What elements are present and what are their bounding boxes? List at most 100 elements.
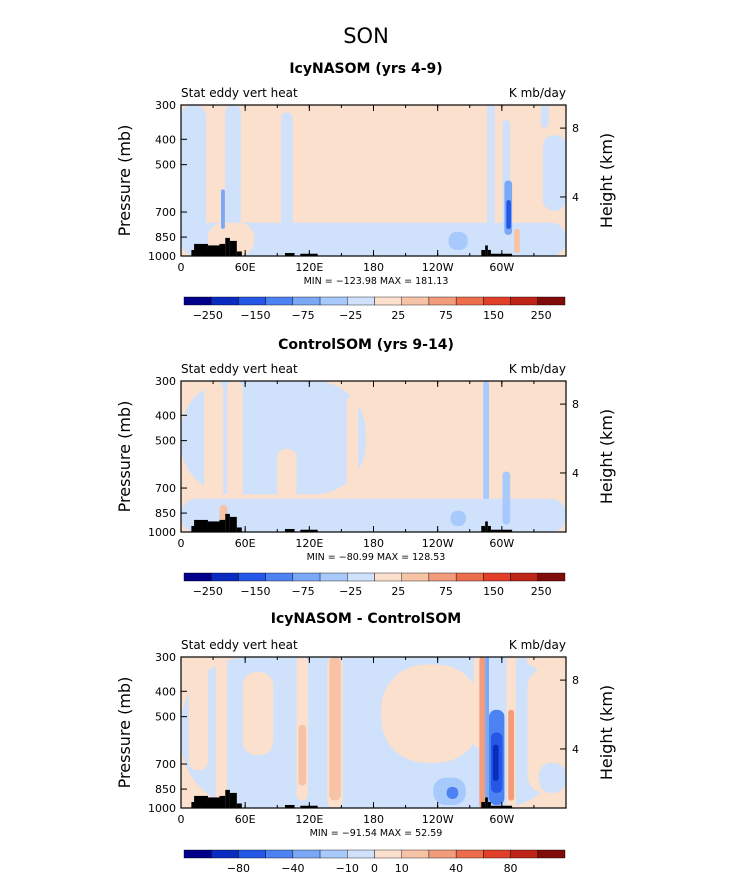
topography-block	[236, 527, 242, 532]
y-tick-label: 400	[155, 409, 176, 422]
contour-region	[181, 105, 207, 244]
contour-region	[492, 744, 499, 781]
y2-axis-label: Height (km)	[597, 409, 616, 504]
colorbar-swatch	[292, 849, 321, 859]
colorbar-swatch	[211, 296, 239, 306]
colorbar: −250 −150 −75 −25 25 75 150 250	[183, 572, 566, 598]
contour-region	[514, 228, 520, 253]
y-axis-label: Pressure (mb)	[115, 401, 134, 513]
min-max-stats: MIN = −80.99 MAX = 128.53	[307, 552, 446, 563]
topography-block	[284, 252, 295, 256]
contour-region	[227, 381, 243, 525]
contour-region	[448, 231, 468, 250]
colorbar-swatch	[238, 296, 266, 306]
panel-left-label: Stat eddy vert heat	[181, 86, 298, 100]
x-tick-label: 120E	[295, 261, 323, 274]
colorbar-swatch	[428, 296, 457, 306]
y2-tick-label: 8	[572, 122, 579, 135]
contour-region	[539, 762, 566, 793]
colorbar-label: −25	[339, 585, 362, 598]
topography-block	[481, 249, 486, 256]
colorbar-swatch	[483, 849, 511, 859]
x-tick-label: 0	[178, 537, 185, 550]
colorbar-swatch	[428, 849, 457, 859]
y-tick-label: 300	[155, 375, 176, 388]
colorbar-swatch	[428, 572, 457, 582]
contour-region	[346, 105, 359, 223]
colorbar-label: 80	[504, 862, 518, 872]
x-tick-label: 120E	[295, 813, 323, 826]
colorbar-label: 25	[391, 309, 405, 322]
colorbar-swatch	[211, 849, 239, 859]
contour-field	[181, 381, 566, 532]
colorbar-swatch	[292, 296, 321, 306]
x-tick-label: 60W	[489, 813, 514, 826]
y-tick-label: 700	[155, 482, 176, 495]
topography-block	[487, 525, 491, 532]
topography-block	[225, 789, 230, 808]
topography-block	[485, 521, 488, 532]
figure-title: SON	[343, 24, 389, 48]
contour-region	[539, 381, 566, 480]
x-tick-label: 60E	[235, 261, 256, 274]
x-tick-label: 0	[178, 813, 185, 826]
contour-region	[487, 105, 495, 256]
y2-tick-label: 8	[572, 674, 579, 687]
colorbar: −250 −150 −75 −25 25 75 150 250	[183, 296, 566, 322]
topography-block	[194, 519, 208, 532]
contour-region	[542, 135, 566, 211]
colorbar-swatch	[401, 849, 430, 859]
colorbar-swatch	[510, 572, 538, 582]
colorbar-swatch	[483, 572, 511, 582]
y-tick-label: 300	[155, 651, 176, 664]
topography-block	[207, 797, 220, 808]
colorbar-label: −80	[227, 862, 250, 872]
x-tick-label: 120W	[422, 261, 454, 274]
topography-block	[284, 804, 295, 808]
contour-region	[221, 189, 225, 229]
colorbar-label: −40	[281, 862, 304, 872]
colorbar-label: 250	[531, 309, 552, 322]
y-tick-label: 1000	[148, 250, 176, 263]
y2-tick-label: 8	[572, 398, 579, 411]
x-tick-label: 180	[363, 537, 384, 550]
contour-region	[181, 222, 566, 256]
x-tick-label: 60E	[235, 537, 256, 550]
x-tick-label: 180	[363, 813, 384, 826]
min-max-stats: MIN = −91.54 MAX = 52.59	[310, 828, 443, 839]
colorbar-swatch	[265, 572, 294, 582]
colorbar-swatch	[183, 296, 212, 306]
panel-left-label: Stat eddy vert heat	[181, 638, 298, 652]
colorbar-swatch	[510, 296, 538, 306]
topography-block	[284, 528, 295, 532]
y-axis-label: Pressure (mb)	[115, 125, 134, 237]
topography-block	[219, 519, 226, 532]
contour-region	[483, 381, 489, 532]
topography-block	[225, 237, 230, 256]
colorbar-swatch	[537, 849, 566, 859]
y-tick-label: 1000	[148, 802, 176, 815]
contour-region	[225, 105, 241, 244]
contour-region	[502, 471, 511, 525]
contour-region	[329, 657, 341, 801]
panel-units-label: K mb/day	[509, 86, 566, 100]
topography-block	[481, 525, 486, 532]
colorbar-swatch	[265, 849, 294, 859]
panel-title: IcyNASOM (yrs 4-9)	[289, 61, 442, 77]
y-tick-label: 850	[155, 507, 176, 520]
contour-region	[242, 672, 274, 756]
contour-region	[298, 724, 307, 786]
topography-block	[194, 795, 208, 808]
contour-region	[215, 657, 228, 801]
contour-region	[346, 396, 359, 510]
colorbar-label: 75	[439, 309, 453, 322]
colorbar-swatch	[537, 296, 566, 306]
topography-block	[225, 513, 230, 532]
contour-region	[540, 105, 549, 128]
topography-block	[194, 243, 208, 256]
contour-region	[188, 657, 208, 771]
min-max-stats: MIN = −123.98 MAX = 181.13	[304, 276, 449, 287]
contour-region	[365, 399, 486, 499]
topography-block	[207, 521, 220, 532]
panel-2: ControlSOM (yrs 9-14) Stat eddy vert heat…	[115, 337, 616, 598]
